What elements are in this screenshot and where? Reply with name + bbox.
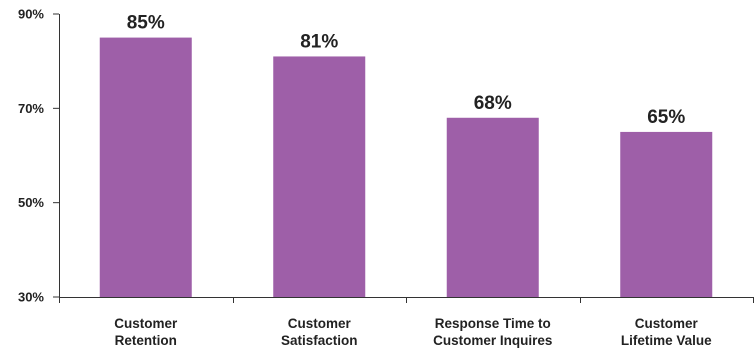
data-label: 81% — [300, 31, 338, 52]
data-label: 85% — [127, 13, 165, 34]
x-tick-label: Customer Inquires — [433, 333, 552, 348]
y-tick-label: 70% — [18, 101, 44, 116]
bar — [99, 37, 192, 297]
data-labels: 85% 81% 68% 65% — [127, 13, 686, 128]
x-tick-label: Response Time to — [435, 316, 551, 331]
x-tick-label: Customer — [288, 316, 352, 331]
x-axis — [59, 297, 754, 303]
y-tick-label: 90% — [18, 7, 44, 22]
bar — [620, 131, 713, 297]
category-labels: Customer Retention Customer Satisfaction Res… — [114, 316, 712, 348]
x-tick-label: Customer — [635, 316, 699, 331]
x-tick-label: Lifetime Value — [621, 333, 712, 348]
data-label: 68% — [474, 93, 512, 114]
bar — [446, 117, 539, 298]
bar — [273, 56, 366, 298]
y-tick-label: 50% — [18, 195, 44, 210]
data-label: 65% — [647, 107, 685, 128]
x-tick-label: Satisfaction — [281, 333, 358, 348]
y-axis: 30% 50% 70% 90% — [18, 7, 60, 305]
x-tick-label: Retention — [115, 333, 177, 348]
y-tick-label: 30% — [18, 290, 44, 305]
x-tick-label: Customer — [114, 316, 178, 331]
bars — [99, 37, 713, 298]
